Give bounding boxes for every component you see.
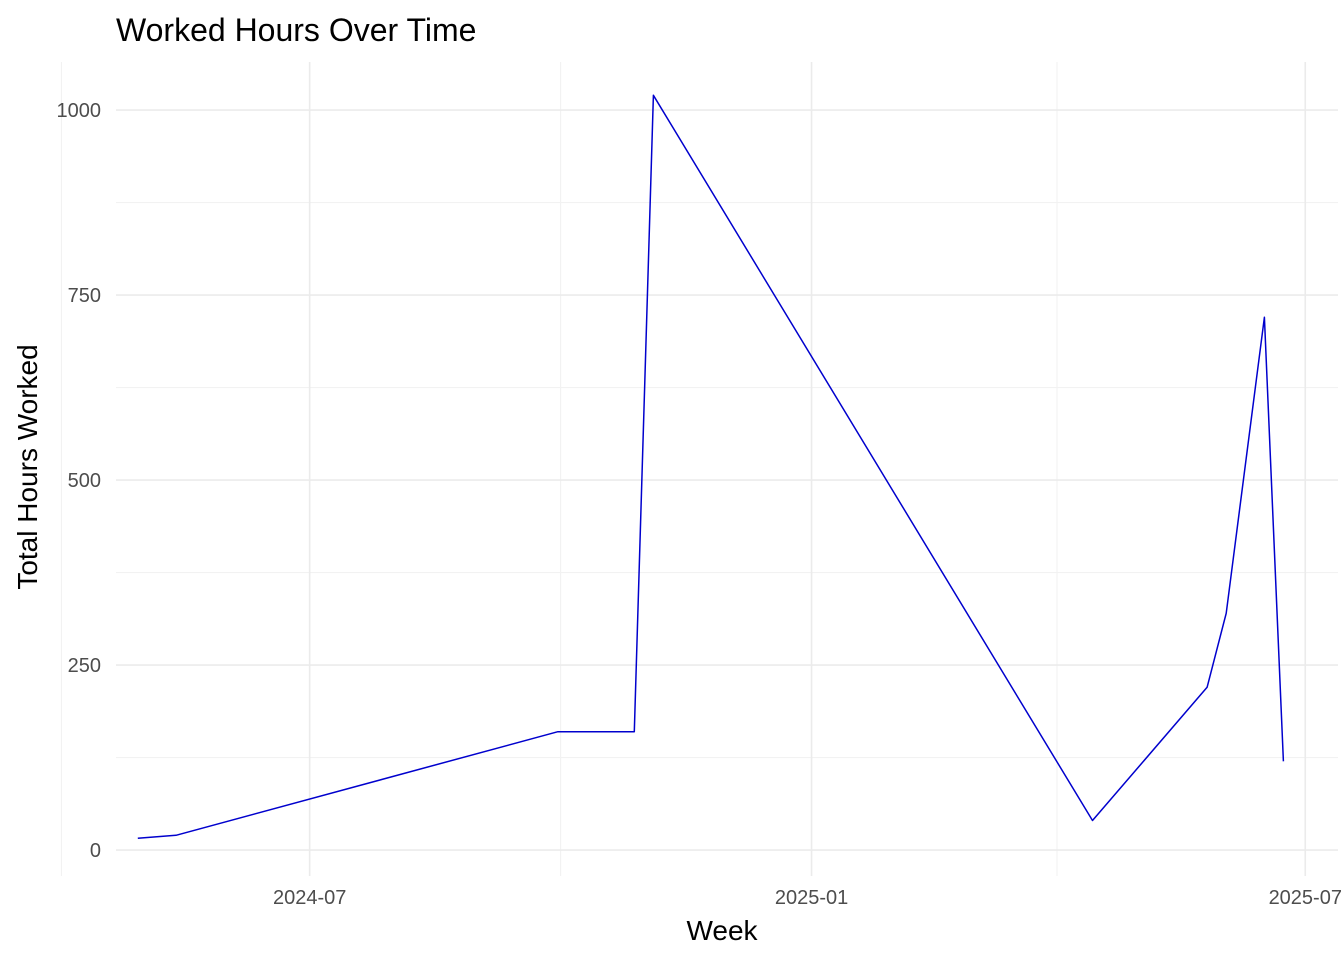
y-tick-label: 500 bbox=[68, 470, 101, 492]
grid bbox=[60, 62, 1338, 876]
series-layer bbox=[137, 94, 1285, 840]
y-tick-label: 750 bbox=[68, 285, 101, 307]
y-axis-title: Total Hours Worked bbox=[12, 344, 43, 589]
x-axis-title: Week bbox=[686, 915, 758, 946]
series-line-1 bbox=[137, 94, 1285, 840]
y-tick-label: 1000 bbox=[57, 100, 102, 122]
x-tick-label: 2024-07 bbox=[273, 887, 346, 909]
x-tick-label: 2025-01 bbox=[775, 887, 848, 909]
y-tick-label: 250 bbox=[68, 655, 101, 677]
y-axis-ticks: 0 250 500 750 1000 bbox=[57, 100, 102, 862]
x-axis-ticks: 2024-07 2025-01 2025-07 bbox=[273, 887, 1342, 909]
y-tick-label: 0 bbox=[90, 840, 101, 862]
x-tick-label: 2025-07 bbox=[1269, 887, 1342, 909]
chart-title: Worked Hours Over Time bbox=[116, 12, 476, 48]
